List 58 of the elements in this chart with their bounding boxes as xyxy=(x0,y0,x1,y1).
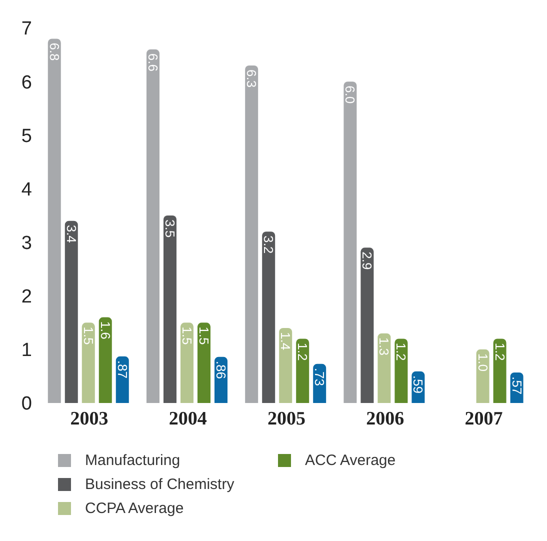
data-label: .57 xyxy=(509,376,524,395)
data-label: 1.3 xyxy=(376,337,392,356)
bar xyxy=(64,220,78,403)
bar xyxy=(48,38,61,403)
y-tick-label: 4 xyxy=(21,179,32,200)
x-tick-label: 2007 xyxy=(464,408,504,430)
data-label: 3.4 xyxy=(64,224,79,243)
data-label: .59 xyxy=(410,375,426,394)
y-tick-label: 6 xyxy=(21,72,32,94)
legend-label: Manufacturing xyxy=(85,452,180,468)
data-label: .73 xyxy=(312,368,328,386)
data-label: 2.9 xyxy=(360,252,375,270)
bar xyxy=(163,216,176,403)
bar xyxy=(180,322,194,403)
data-label: 1.5 xyxy=(196,326,212,345)
bar xyxy=(360,248,374,403)
y-tick-label: 0 xyxy=(21,394,32,415)
data-label: 1.2 xyxy=(394,342,409,361)
bar xyxy=(378,333,391,403)
data-label: 6.0 xyxy=(342,86,358,104)
y-tick-label: 5 xyxy=(21,126,32,147)
x-tick-label: 2003 xyxy=(70,408,108,430)
bar xyxy=(98,317,112,403)
bar xyxy=(197,322,210,403)
legend-label: CCPA Average xyxy=(85,500,184,516)
data-label: 6.3 xyxy=(244,70,260,88)
data-label: 1.5 xyxy=(179,326,194,345)
data-label: 1.2 xyxy=(492,342,508,361)
x-tick-label: 2004 xyxy=(168,408,208,430)
data-label: 6.6 xyxy=(145,53,160,72)
data-label: 1.4 xyxy=(278,332,294,350)
bar xyxy=(262,232,276,403)
bar xyxy=(344,82,357,403)
y-tick-label: 3 xyxy=(21,233,32,254)
bar xyxy=(146,49,160,403)
data-label: .86 xyxy=(213,360,228,380)
x-tick-label: 2005 xyxy=(268,408,306,430)
y-tick-label: 2 xyxy=(21,286,32,308)
data-label: 3.2 xyxy=(261,236,276,254)
data-label: 6.8 xyxy=(46,42,62,61)
data-label: 1.5 xyxy=(80,326,96,345)
bar xyxy=(394,338,408,403)
data-label: 1.6 xyxy=(98,321,113,340)
data-label: 1.0 xyxy=(475,353,490,372)
data-label: .87 xyxy=(114,360,130,378)
bar xyxy=(296,338,310,403)
bar xyxy=(476,349,490,403)
data-label: 1.2 xyxy=(295,342,310,361)
bar xyxy=(279,328,292,403)
bar xyxy=(493,338,506,403)
data-label: 3.5 xyxy=(162,220,178,238)
x-tick-label: 2006 xyxy=(366,408,404,430)
y-tick-label: 1 xyxy=(21,340,32,362)
bar xyxy=(245,66,258,403)
legend-label: Business of Chemistry xyxy=(85,476,234,492)
bar xyxy=(82,322,95,403)
y-tick-label: 7 xyxy=(21,18,32,40)
legend-label: ACC Average xyxy=(305,452,396,468)
